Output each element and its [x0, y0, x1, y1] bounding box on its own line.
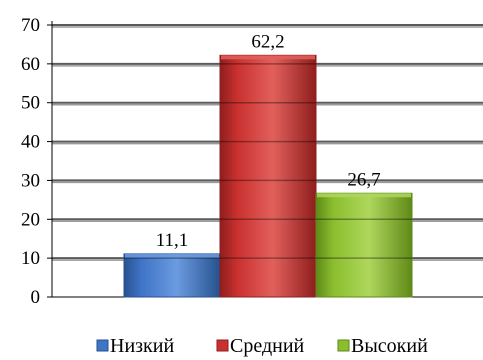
legend-label: Высокий	[351, 335, 428, 357]
data-label: 26,7	[347, 169, 380, 190]
bars	[123, 54, 413, 298]
bar-top-highlight	[125, 253, 219, 258]
legend-label: Средний	[230, 335, 305, 357]
legend-swatch	[337, 339, 350, 352]
y-tick-label: 40	[21, 132, 40, 153]
y-tick-label: 20	[21, 209, 40, 230]
legend-swatch	[216, 339, 229, 352]
data-label: 62,2	[251, 31, 284, 52]
y-tick-label: 50	[21, 93, 40, 114]
legend: Низкий Средний Высокий	[96, 335, 428, 357]
legend-swatch	[96, 339, 109, 352]
bar-top-highlight	[221, 55, 315, 60]
legend-label: Низкий	[110, 335, 174, 357]
y-axis: 0 10 20 30 40 50 60 70	[21, 15, 483, 308]
y-tick-label: 10	[21, 248, 40, 269]
y-tick-label: 0	[31, 287, 41, 308]
bar-Средний	[219, 54, 317, 298]
bar-Высокий	[315, 192, 413, 298]
bar-top-highlight	[317, 193, 411, 198]
y-tick-label: 60	[21, 54, 40, 75]
bar-Низкий	[123, 253, 221, 298]
data-labels: 11,1 62,2 26,7	[156, 31, 381, 251]
y-tick-label: 30	[21, 170, 40, 191]
data-label: 11,1	[156, 230, 189, 251]
y-tick-label: 70	[21, 15, 40, 36]
